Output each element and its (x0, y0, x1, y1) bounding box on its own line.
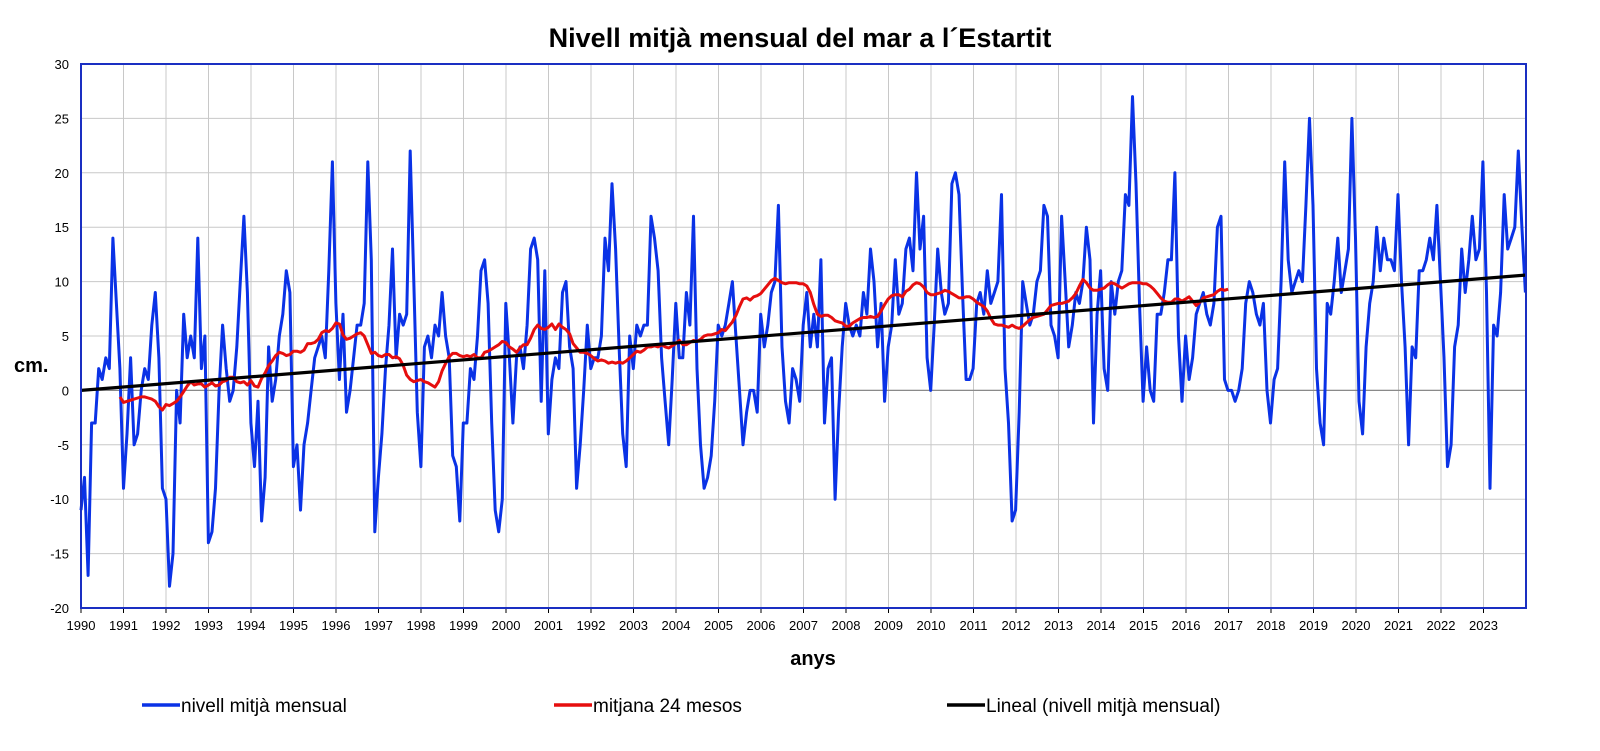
x-axis-label: anys (790, 648, 836, 670)
x-tick-label: 1997 (364, 618, 393, 633)
x-tick-label: 1998 (407, 618, 436, 633)
y-tick-label: -5 (57, 438, 69, 453)
y-tick-label: 15 (55, 220, 69, 235)
plot-frame (80, 63, 1527, 609)
series-line-trend (80, 273, 1527, 392)
x-tick-label: 2016 (1172, 618, 1201, 633)
y-axis-label: cm. (14, 355, 48, 377)
x-tick-label: 1995 (279, 618, 308, 633)
x-tick-label: 2006 (747, 618, 776, 633)
legend: nivell mitjà mensual mitjana 24 mesos Li… (142, 696, 1220, 717)
y-tick-label: 20 (55, 166, 69, 181)
x-tick-label: 1992 (152, 618, 181, 633)
x-tick-label: 2009 (874, 618, 903, 633)
chart-title: Nivell mitjà mensual del mar a l´Estarti… (549, 23, 1052, 53)
x-tick-label: 1992 (577, 618, 606, 633)
x-tick-label: 2004 (662, 618, 691, 633)
x-tick-label: 2011 (960, 618, 988, 633)
y-tick-label: -15 (50, 547, 69, 562)
y-tick-label: 25 (55, 111, 69, 126)
x-tick-label: 2015 (1129, 618, 1158, 633)
x-tick-label: 2020 (1342, 618, 1371, 633)
x-tick-label: 1990 (67, 618, 96, 633)
y-tick-label: 0 (62, 383, 69, 398)
x-tick-label: 2003 (619, 618, 648, 633)
x-tick-label: 2000 (492, 618, 521, 633)
legend-item-monthly: nivell mitjà mensual (142, 696, 347, 717)
y-axis-ticks: -20 -15 -10 -5 0 5 10 15 20 25 30 (50, 57, 69, 616)
x-tick-label: 2017 (1214, 618, 1243, 633)
x-tick-label: 2005 (704, 618, 733, 633)
legend-label-moving-average: mitjana 24 mesos (593, 696, 742, 717)
x-tick-label: 1994 (237, 618, 266, 633)
x-tick-label: 2021 (1384, 618, 1413, 633)
x-axis-ticks: 1990 1991 1992 1993 1994 1995 1996 1997 1998 1999… (67, 608, 1498, 633)
x-tick-label: 2023 (1469, 618, 1498, 633)
x-tick-label: 1999 (449, 618, 478, 633)
y-tick-label: -10 (50, 492, 69, 507)
y-tick-label: -20 (50, 601, 69, 616)
x-tick-label: 2013 (1044, 618, 1073, 633)
x-tick-label: 2007 (789, 618, 818, 633)
y-tick-label: 5 (62, 329, 69, 344)
x-tick-label: 2012 (1002, 618, 1031, 633)
x-tick-label: 2010 (917, 618, 946, 633)
x-tick-label: 2022 (1427, 618, 1456, 633)
x-tick-label: 2014 (1087, 618, 1116, 633)
legend-label-monthly: nivell mitjà mensual (181, 696, 347, 717)
x-tick-label: 2019 (1299, 618, 1328, 633)
legend-item-trend: Lineal (nivell mitjà mensual) (947, 696, 1220, 717)
x-tick-label: 1991 (109, 618, 138, 633)
x-tick-label: 2018 (1257, 618, 1286, 633)
y-tick-label: 30 (55, 57, 69, 72)
x-tick-label: 2001 (534, 618, 563, 633)
x-tick-label: 1993 (194, 618, 223, 633)
legend-label-trend: Lineal (nivell mitjà mensual) (986, 696, 1220, 717)
legend-item-moving-average: mitjana 24 mesos (554, 696, 742, 717)
y-tick-label: 10 (55, 275, 69, 290)
x-tick-label: 2008 (832, 618, 861, 633)
x-tick-label: 1996 (322, 618, 351, 633)
